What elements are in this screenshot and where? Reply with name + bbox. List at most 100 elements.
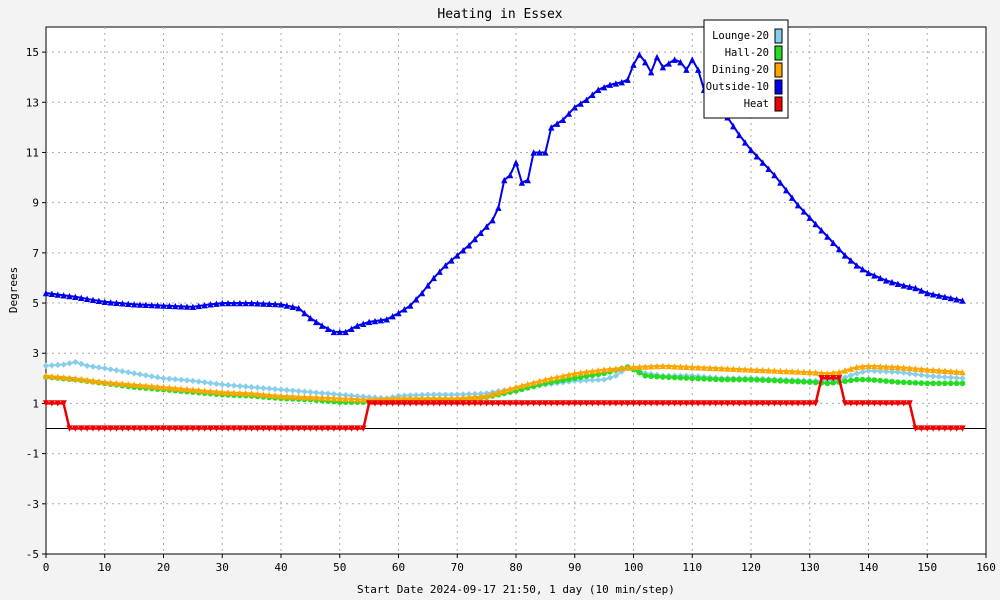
point-lounge-20: [83, 362, 91, 369]
point-hall-20: [912, 380, 919, 386]
legend-label: Dining-20: [712, 64, 769, 76]
point-heat: [924, 425, 931, 432]
point-dining-20: [753, 366, 761, 374]
point-heat: [501, 400, 508, 407]
point-outside-10: [935, 292, 943, 299]
point-lounge-20: [924, 372, 931, 380]
point-lounge-20: [60, 361, 67, 368]
point-heat: [465, 400, 473, 407]
point-dining-20: [207, 387, 214, 395]
point-outside-10: [230, 299, 238, 307]
point-lounge-20: [148, 373, 155, 380]
point-dining-20: [783, 367, 790, 375]
point-heat: [771, 400, 778, 407]
point-outside-10: [653, 53, 661, 61]
point-dining-20: [501, 387, 508, 394]
point-dining-20: [454, 395, 461, 402]
point-lounge-20: [54, 361, 61, 369]
point-dining-20: [465, 394, 473, 401]
point-heat: [248, 425, 255, 432]
point-outside-10: [430, 274, 437, 282]
point-outside-10: [630, 61, 637, 68]
point-heat: [665, 400, 672, 407]
point-outside-10: [418, 289, 426, 297]
point-heat: [395, 400, 402, 407]
point-outside-10: [248, 299, 255, 307]
point-lounge-20: [348, 392, 355, 399]
point-dining-20: [759, 366, 766, 374]
point-lounge-20: [183, 377, 191, 384]
point-hall-20: [724, 376, 731, 383]
legend-item-heat: Heat: [744, 96, 783, 112]
point-outside-10: [512, 159, 520, 166]
point-outside-10: [741, 139, 749, 146]
point-heat: [524, 400, 531, 407]
point-heat: [759, 400, 766, 407]
point-lounge-20: [277, 386, 285, 393]
point-outside-10: [195, 302, 202, 310]
point-dining-20: [254, 390, 261, 398]
point-lounge-20: [166, 375, 173, 383]
point-dining-20: [72, 375, 79, 382]
point-outside-10: [78, 294, 85, 301]
point-outside-10: [277, 301, 285, 308]
point-lounge-20: [207, 379, 214, 387]
point-lounge-20: [119, 368, 126, 375]
point-heat: [694, 400, 702, 407]
point-outside-10: [436, 268, 443, 275]
point-dining-20: [459, 394, 467, 402]
point-outside-10: [853, 262, 860, 269]
point-dining-20: [741, 366, 749, 373]
chart-title: Heating in Essex: [437, 7, 562, 22]
point-heat: [882, 400, 890, 407]
point-dining-20: [224, 389, 232, 396]
legend-swatch: [774, 79, 783, 95]
point-outside-10: [947, 294, 954, 302]
point-heat: [60, 400, 67, 407]
point-hall-20: [806, 379, 813, 385]
point-lounge-20: [201, 379, 208, 386]
point-outside-10: [295, 304, 302, 312]
point-dining-20: [859, 363, 866, 370]
point-dining-20: [183, 385, 191, 393]
x-tick-label: 120: [741, 561, 761, 574]
point-heat: [918, 425, 925, 432]
point-hall-20: [936, 380, 942, 387]
point-hall-20: [571, 375, 578, 382]
point-heat: [506, 400, 514, 407]
point-lounge-20: [430, 391, 437, 398]
point-heat: [553, 400, 561, 407]
point-dining-20: [318, 394, 326, 401]
point-hall-20: [906, 379, 913, 386]
point-heat: [818, 375, 825, 382]
point-heat: [612, 400, 620, 407]
point-heat: [824, 375, 831, 382]
point-outside-10: [524, 176, 531, 184]
point-hall-20: [695, 375, 701, 382]
point-dining-20: [324, 394, 332, 402]
point-lounge-20: [307, 388, 314, 396]
point-dining-20: [313, 394, 320, 401]
point-dining-20: [160, 383, 167, 391]
point-dining-20: [665, 362, 672, 370]
point-lounge-20: [130, 370, 138, 377]
point-outside-10: [753, 153, 761, 160]
point-dining-20: [906, 364, 913, 372]
point-lounge-20: [177, 376, 185, 384]
point-dining-20: [125, 380, 132, 388]
point-heat: [894, 400, 902, 407]
point-outside-10: [89, 296, 97, 303]
point-heat: [630, 400, 637, 407]
point-lounge-20: [72, 358, 79, 366]
point-dining-20: [824, 370, 831, 377]
point-hall-20: [830, 379, 837, 386]
point-outside-10: [201, 301, 208, 309]
point-outside-10: [489, 217, 496, 224]
point-outside-10: [518, 179, 526, 186]
point-heat: [606, 400, 614, 407]
point-dining-20: [542, 376, 549, 383]
point-outside-10: [324, 325, 332, 332]
point-outside-10: [912, 284, 919, 292]
point-outside-10: [812, 220, 819, 228]
